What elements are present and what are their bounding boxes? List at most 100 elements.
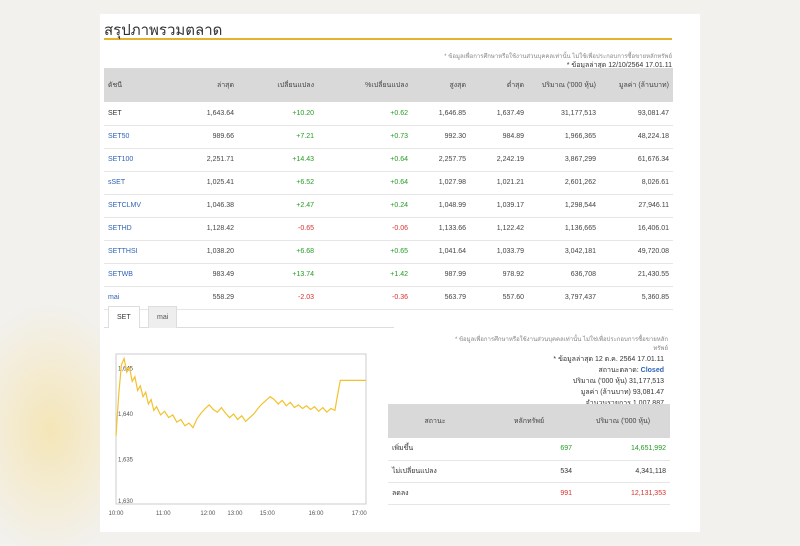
table-row[interactable]: SETCLMV 1,046.38 +2.47 +0.24 1,048.99 1,039.1… [104,194,673,218]
header-volume: ปริมาณ ('000 หุ้น) [528,68,600,102]
change-cell: -2.03 [238,286,318,310]
page-title: สรุปภาพรวมตลาด [104,22,223,39]
tab-mai[interactable]: mai [148,306,178,328]
table-row[interactable]: sSET 1,025.41 +6.52 +0.64 1,027.98 1,021.21 2,… [104,171,673,195]
pct-change-cell: +0.64 [318,148,412,172]
trades-value: 1,007,887 [633,400,664,407]
change-cell: -0.65 [238,217,318,241]
pct-change-cell: +1.42 [318,263,412,287]
table-row[interactable]: SET 1,643.64 +10.20 +0.62 1,646.85 1,637.49 31… [104,102,673,126]
disclaimer-note: * ข้อมูลเพื่อการศึกษาหรือใช้งานส่วนบุคคล… [444,54,672,60]
volume-cell: 1,966,365 [528,125,600,149]
chart-frame [115,353,367,505]
market-volume: ปริมาณ ('000 หุ้น) 31,177,513 [573,376,664,387]
index-name-cell: SET [104,102,166,126]
high-cell: 1,646.85 [412,102,470,126]
x-tick-label: 11:00 [156,511,171,517]
chart-disclaimer-line2: ทรัพย์ [653,346,668,352]
volume-cell: 3,867,299 [528,148,600,172]
volume-label: ปริมาณ ('000 หุ้น) [572,378,627,385]
last-cell: 1,128.42 [166,217,238,241]
header-last: ล่าสุด [166,68,238,102]
table-row[interactable]: SETHD 1,128.42 -0.65 -0.06 1,133.66 1,122.42 1… [104,217,673,241]
index-name-cell[interactable]: SET100 [104,148,166,172]
value-cell: 21,430.55 [600,263,673,287]
value-cell: 8,026.61 [600,171,673,195]
pct-change-cell: +0.62 [318,102,412,126]
low-cell: 1,039.17 [470,194,528,218]
chart-tabs: SET mai [104,306,394,328]
change-cell: +2.47 [238,194,318,218]
change-cell: +14.43 [238,148,318,172]
pct-change-cell: -0.06 [318,217,412,241]
value-label: มูลค่า (ล้านบาท) [580,389,631,396]
high-cell: 992.30 [412,125,470,149]
change-cell: +7.21 [238,125,318,149]
change-cell: +6.52 [238,171,318,195]
high-cell: 987.99 [412,263,470,287]
low-cell: 2,242.19 [470,148,528,172]
pct-change-cell: -0.36 [318,286,412,310]
volume-cell: 3,042,181 [528,240,600,264]
tab-set[interactable]: SET [108,306,140,328]
low-cell: 1,122.42 [470,217,528,241]
table-row[interactable]: mai 558.29 -2.03 -0.36 563.79 557.60 3,797,437… [104,286,673,310]
volume-cell: 1,136,665 [528,217,600,241]
table-row[interactable]: SET50 989.66 +7.21 +0.73 992.30 984.89 1,966,3… [104,125,673,149]
low-cell: 1,637.49 [470,102,528,126]
count-cell: 697 [482,438,576,461]
last-cell: 1,643.64 [166,102,238,126]
volume-cell: 1,298,544 [528,194,600,218]
index-name-cell[interactable]: sSET [104,171,166,195]
header-value: มูลค่า (ล้านบาท) [600,68,673,102]
header-low: ต่ำสุด [470,68,528,102]
value-value: 93,081.47 [632,389,664,396]
value-cell: 93,081.47 [600,102,673,126]
header-pct-change: %เปลี่ยนแปลง [318,68,412,102]
volume-value: 31,177,513 [628,378,664,385]
last-cell: 2,251.71 [166,148,238,172]
value-cell: 49,720.08 [600,240,673,264]
pct-change-cell: +0.73 [318,125,412,149]
x-tick-label: 12:00 [200,511,216,517]
x-tick-label: 16:00 [308,511,324,517]
volume-cell: 2,601,262 [528,171,600,195]
y-tick-label: 1,635 [118,458,134,464]
market-summary-panel: สรุปภาพรวมตลาด * ข้อมูลเพื่อการศึกษาหรือ… [100,14,700,532]
count-cell: 991 [482,482,576,505]
volume-cell: 3,797,437 [528,286,600,310]
index-name-cell[interactable]: SETCLMV [104,194,166,218]
x-tick-label: 10:00 [108,511,124,517]
last-cell: 989.66 [166,125,238,149]
table-row[interactable]: SETWB 983.49 +13.74 +1.42 987.99 978.92 636,70… [104,263,673,287]
change-cell: +13.74 [238,263,318,287]
chart-last-updated: * ข้อมูลล่าสุด 12 ต.ค. 2564 17.01.11 [553,356,664,363]
volume-cell: 4,341,118 [576,460,670,483]
last-cell: 1,038.20 [166,240,238,264]
table-row[interactable]: SETTHSI 1,038.20 +6.68 +0.65 1,041.64 1,033.7… [104,240,673,264]
last-cell: 558.29 [166,286,238,310]
low-cell: 1,021.21 [470,171,528,195]
change-cell: +6.68 [238,240,318,264]
change-cell: +10.20 [238,102,318,126]
high-cell: 1,048.99 [412,194,470,218]
trades-label: จำนวนรายการ [586,400,631,407]
set-index-line [115,356,366,436]
header-index: ดัชนี [104,68,166,102]
advance-decline-header: สถานะ หลักทรัพย์ ปริมาณ ('000 หุ้น) [388,404,670,438]
index-name-cell[interactable]: SETWB [104,263,166,287]
last-updated: * ข้อมูลล่าสุด 12/10/2564 17.01.11 [566,62,672,69]
last-cell: 983.49 [166,263,238,287]
index-table-header: ดัชนี ล่าสุด เปลี่ยนแปลง %เปลี่ยนแปลง สู… [104,68,673,102]
title-bar: สรุปภาพรวมตลาด [104,16,672,40]
advance-decline-table: สถานะ หลักทรัพย์ ปริมาณ ('000 หุ้น) เพิ่… [388,404,670,505]
market-value: มูลค่า (ล้านบาท) 93,081.47 [581,387,664,398]
high-cell: 2,257.75 [412,148,470,172]
low-cell: 978.92 [470,263,528,287]
table-row[interactable]: SET100 2,251.71 +14.43 +0.64 2,257.75 2,242.1… [104,148,673,172]
table-row: เพิ่มขึ้น 697 14,651,992 [388,438,670,461]
index-name-cell[interactable]: SETHD [104,217,166,241]
index-name-cell[interactable]: SET50 [104,125,166,149]
index-name-cell[interactable]: SETTHSI [104,240,166,264]
value-cell: 16,406.01 [600,217,673,241]
